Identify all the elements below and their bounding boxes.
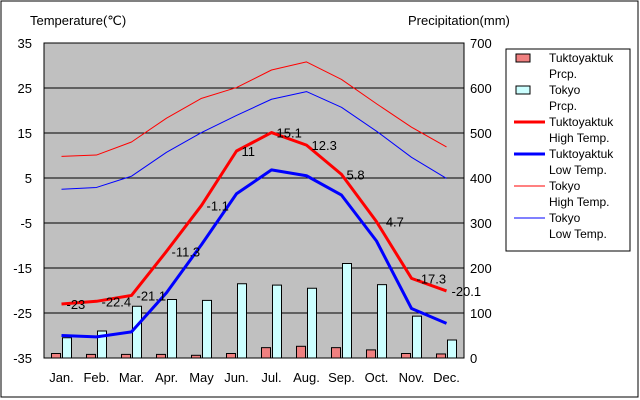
left-tick-label: 5	[25, 171, 32, 186]
legend-label: Tokyo	[549, 179, 581, 193]
data-label: 11	[242, 144, 256, 159]
right-tick-label: 0	[470, 351, 477, 366]
left-tick-label: 15	[18, 126, 32, 141]
bar	[52, 354, 61, 359]
left-tick-label: -15	[13, 261, 32, 276]
x-tick-label: Mar.	[119, 370, 144, 385]
x-tick-label: Oct.	[365, 370, 389, 385]
x-tick-label: Sep.	[328, 370, 355, 385]
bar	[308, 288, 317, 358]
legend-label: Tokyo	[549, 211, 581, 225]
left-tick-label: 35	[18, 36, 32, 51]
legend-swatch	[516, 86, 530, 94]
legend-swatch	[516, 54, 530, 62]
bar	[227, 354, 236, 359]
bar	[367, 350, 376, 358]
x-tick-label: Nov.	[399, 370, 425, 385]
bar	[297, 346, 306, 358]
right-tick-label: 100	[470, 306, 492, 321]
legend-label: Low Temp.	[549, 227, 607, 241]
right-tick-label: 200	[470, 261, 492, 276]
left-tick-label: -25	[13, 306, 32, 321]
bar	[203, 300, 212, 358]
bar	[63, 338, 72, 358]
data-label: -11.3	[172, 244, 201, 259]
legend-label: Tuktoyaktuk	[549, 147, 614, 161]
x-tick-label: Jan.	[49, 370, 74, 385]
right-axis-label: Precipitation(mm)	[408, 13, 510, 28]
bar	[378, 285, 387, 358]
legend-label: High Temp.	[549, 195, 609, 209]
data-label: 15.1	[277, 126, 302, 141]
bar	[343, 264, 352, 359]
data-label: -22.4	[102, 294, 132, 309]
bar	[413, 316, 422, 358]
data-label: 12.3	[312, 138, 337, 153]
legend-label: Tuktoyaktuk	[549, 115, 614, 129]
right-tick-label: 500	[470, 126, 492, 141]
x-tick-label: Aug.	[293, 370, 320, 385]
bar	[192, 355, 201, 358]
left-tick-label: -5	[20, 216, 32, 231]
x-tick-label: Apr.	[155, 370, 178, 385]
bar	[402, 354, 411, 359]
legend-label: High Temp.	[549, 131, 609, 145]
legend-label: Tokyo	[549, 83, 581, 97]
left-tick-label: -35	[13, 351, 32, 366]
data-label: -20.1	[452, 284, 482, 299]
x-tick-label: Jun.	[224, 370, 249, 385]
data-label: -23	[67, 297, 86, 312]
legend-label: Prcp.	[549, 67, 577, 81]
data-label: -21.1	[137, 288, 167, 303]
bar	[262, 348, 271, 358]
bar	[122, 354, 131, 358]
right-tick-label: 400	[470, 171, 492, 186]
right-tick-label: 300	[470, 216, 492, 231]
x-tick-label: Dec.	[433, 370, 460, 385]
legend-label: Prcp.	[549, 99, 577, 113]
left-axis-label: Temperature(℃)	[30, 13, 126, 28]
data-label: 5.8	[347, 167, 365, 182]
bar	[332, 348, 341, 358]
right-tick-label: 600	[470, 81, 492, 96]
data-label: -17.3	[417, 271, 447, 286]
x-tick-label: Jul.	[261, 370, 281, 385]
bar	[437, 354, 446, 358]
legend-label: Tuktoyaktuk	[549, 51, 614, 65]
right-tick-label: 700	[470, 36, 492, 51]
bar	[448, 340, 457, 358]
legend: Tuktoyaktuk Prcp. Tokyo Prcp. Tuktoyaktuk Hig…	[506, 49, 630, 251]
bar	[157, 354, 166, 358]
x-tick-label: May	[189, 370, 214, 385]
bar	[273, 285, 282, 358]
bar	[133, 306, 142, 358]
bar	[238, 284, 247, 358]
bar	[87, 354, 96, 358]
data-label: -1.1	[207, 198, 229, 213]
data-label: -4.7	[382, 215, 404, 230]
plot-area	[44, 43, 464, 358]
left-tick-label: 25	[18, 81, 32, 96]
legend-label: Low Temp.	[549, 163, 607, 177]
x-tick-label: Feb.	[83, 370, 109, 385]
bar	[168, 300, 177, 359]
